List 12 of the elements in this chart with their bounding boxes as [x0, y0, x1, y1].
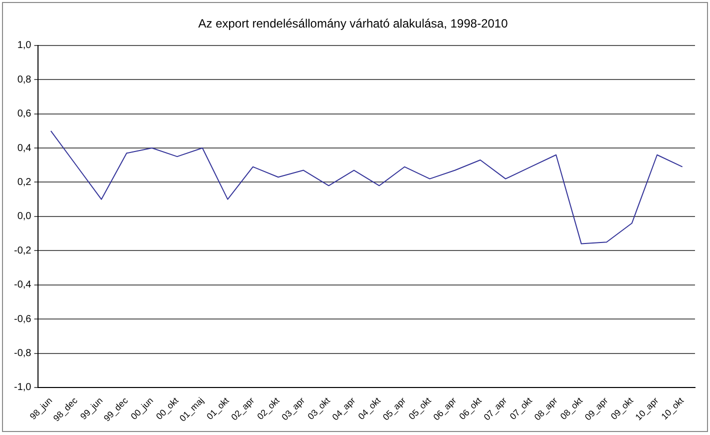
y-tick-label: 0,2	[17, 176, 32, 188]
y-tick-label: -0,2	[14, 245, 32, 256]
y-tick-label: 0,0	[17, 211, 32, 222]
y-tick-label: 0,4	[17, 142, 32, 154]
y-tick-label: -0,6	[14, 314, 32, 325]
y-tick-label: -1,0	[14, 382, 32, 394]
y-tick-label: 0,8	[17, 74, 32, 86]
y-tick-label: 1,0	[17, 40, 32, 52]
y-tick-label: 0,6	[17, 108, 32, 120]
chart-title: Az export rendelésállomány várható alakulása, 1998-2010	[198, 16, 508, 31]
y-tick-label: -0,8	[14, 348, 32, 360]
y-tick-label: -0,4	[14, 280, 32, 291]
